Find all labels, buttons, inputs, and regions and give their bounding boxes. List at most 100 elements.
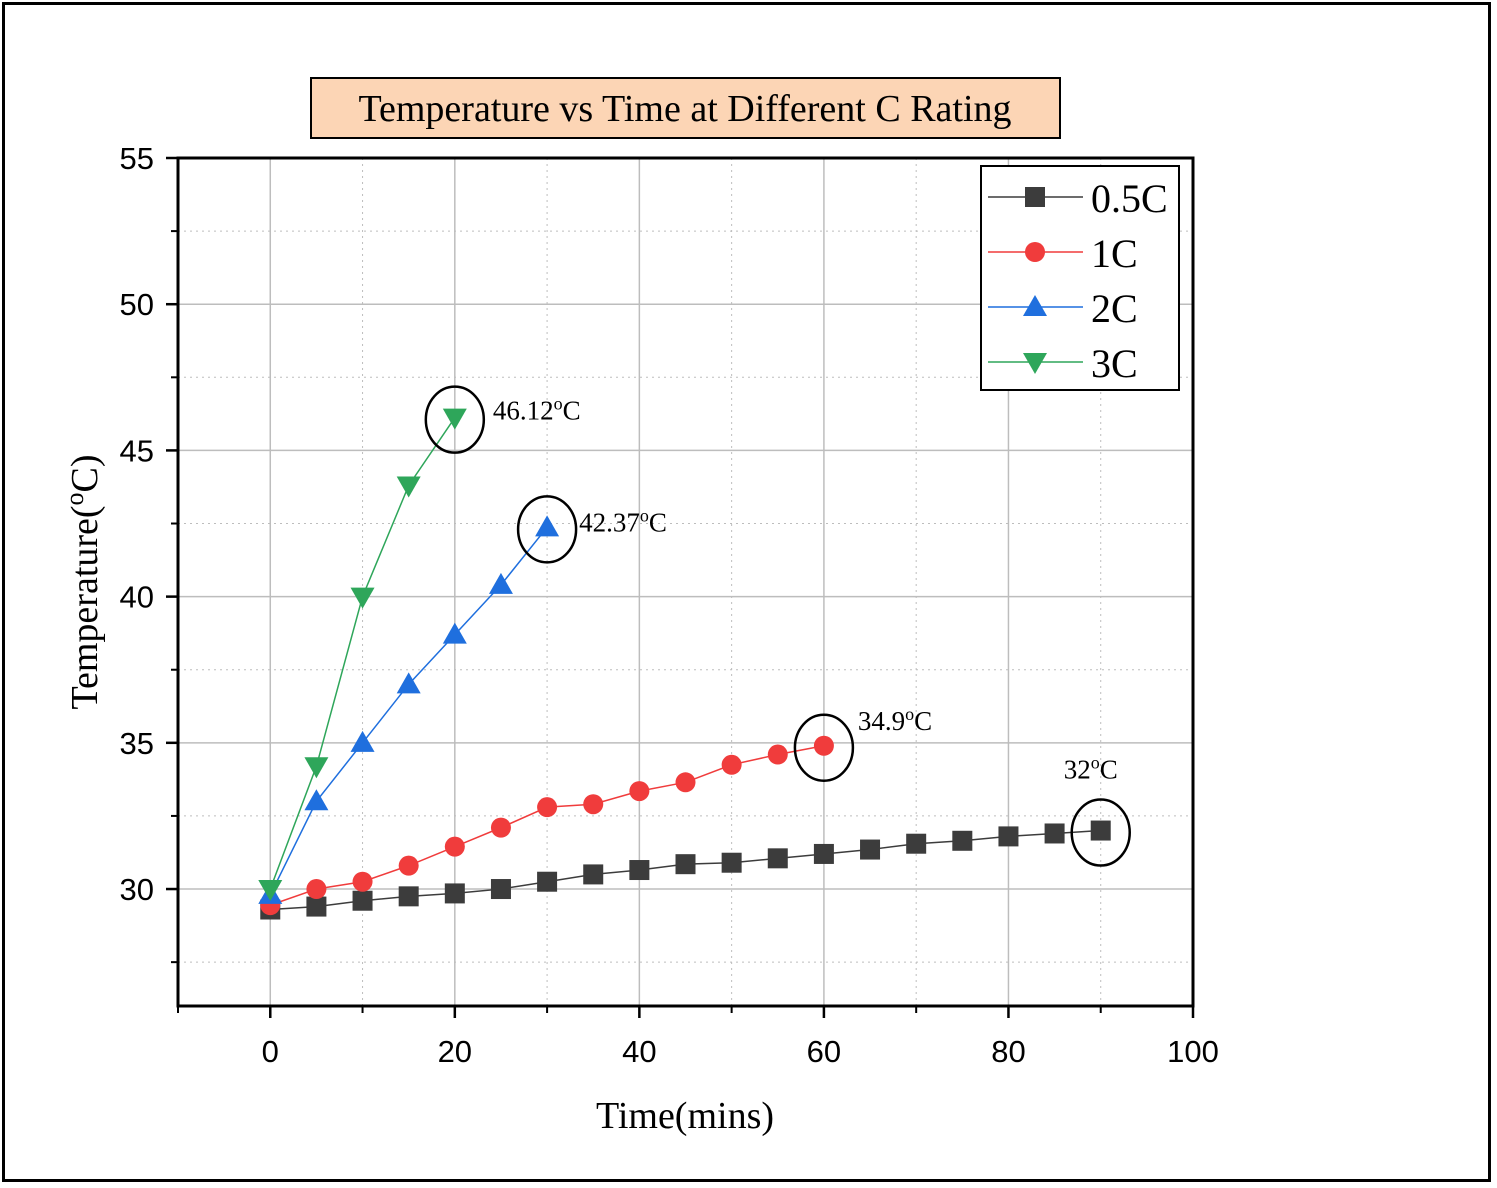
data-point-2c xyxy=(488,572,513,594)
annotation-label: 34.9oC xyxy=(858,704,932,736)
legend-label-1c: 1C xyxy=(1091,231,1138,276)
annotation-sup: o xyxy=(1091,753,1100,773)
x-tick-label: 60 xyxy=(807,1034,841,1069)
data-point-1c xyxy=(306,879,327,900)
annotation-label: 32oC xyxy=(1064,753,1118,785)
x-tick-label: 80 xyxy=(991,1034,1025,1069)
highlight-circle xyxy=(424,385,486,454)
data-point-0-5c xyxy=(998,826,1019,847)
data-point-0-5c xyxy=(352,890,373,911)
data-point-3c xyxy=(442,408,467,430)
legend-label-2c: 2C xyxy=(1091,286,1138,331)
data-point-1c xyxy=(583,794,604,815)
data-point-3c xyxy=(258,880,283,902)
data-point-0-5c xyxy=(537,871,558,892)
annotation-sup: o xyxy=(905,704,914,724)
series-0-5c xyxy=(260,820,1111,920)
annotation-value: 42.37 xyxy=(579,507,640,537)
data-point-1c xyxy=(767,744,788,765)
y-axis-label-sup: o xyxy=(60,492,89,505)
data-point-1c xyxy=(444,836,465,857)
legend-marker-2c xyxy=(1023,295,1047,316)
annotation-unit: C xyxy=(914,706,932,736)
x-tick-label: 20 xyxy=(438,1034,472,1069)
y-axis-label: Temperature(oC) xyxy=(60,454,106,709)
y-tick-label: 55 xyxy=(120,141,154,176)
data-point-0-5c xyxy=(675,854,696,875)
axes-layer: 0 20 40 60 80 100 30 35 40 45 50 55 xyxy=(120,141,1219,1069)
series-3c xyxy=(258,408,467,902)
data-point-1c xyxy=(398,855,419,876)
legend: 0.5C 1C 2C 3C xyxy=(980,165,1180,391)
annotation-unit: C xyxy=(649,507,667,537)
annotation-unit: C xyxy=(563,396,581,426)
plot-area-border xyxy=(176,156,1195,1008)
data-point-0-5c xyxy=(583,864,604,885)
data-point-2c xyxy=(535,515,560,537)
data-point-3c xyxy=(396,476,421,498)
annotation-sup: o xyxy=(554,394,563,414)
annotation-value: 32 xyxy=(1064,755,1091,785)
data-point-3c xyxy=(304,757,329,779)
y-tick-label: 35 xyxy=(120,726,154,761)
data-point-0-5c xyxy=(1090,820,1111,841)
annotation-value: 34.9 xyxy=(858,706,905,736)
series-2c xyxy=(258,515,560,904)
data-point-1c xyxy=(352,871,373,892)
data-point-1c xyxy=(721,754,742,775)
chart-title-background xyxy=(310,77,1061,139)
data-point-0-5c xyxy=(398,886,419,907)
data-point-0-5c xyxy=(1044,823,1065,844)
data-point-0-5c xyxy=(952,830,973,851)
data-point-0-5c xyxy=(813,843,834,864)
data-point-0-5c xyxy=(306,896,327,917)
data-point-0-5c xyxy=(767,848,788,869)
y-tick-label: 45 xyxy=(120,433,154,468)
x-tick-label: 100 xyxy=(1167,1034,1219,1069)
y-tick-label: 30 xyxy=(120,872,154,907)
data-point-0-5c xyxy=(629,860,650,881)
y-axis-label-main: Temperature( xyxy=(64,505,106,709)
data-point-1c xyxy=(490,817,511,838)
data-point-2c xyxy=(304,789,329,811)
legend-label-3c: 3C xyxy=(1091,341,1138,386)
annotation-value: 46.12 xyxy=(493,396,554,426)
data-point-0-5c xyxy=(490,879,511,900)
x-tick-label: 40 xyxy=(622,1034,656,1069)
data-point-2c xyxy=(442,622,467,644)
chart-title: Temperature vs Time at Different C Ratin… xyxy=(358,88,1011,130)
data-point-0-5c xyxy=(906,833,927,854)
legend-marker-0-5c xyxy=(1025,187,1045,207)
annotation-label: 42.37oC xyxy=(579,505,667,537)
y-tick-label: 40 xyxy=(120,580,154,615)
legend-box xyxy=(980,165,1180,391)
annotation-sup: o xyxy=(640,505,649,525)
data-point-0-5c xyxy=(444,883,465,904)
data-point-2c xyxy=(396,672,421,694)
series-1c xyxy=(260,735,834,916)
y-tick-label: 50 xyxy=(120,287,154,322)
highlight-circle xyxy=(1070,798,1131,867)
data-point-1c xyxy=(813,735,834,756)
legend-marker-1c xyxy=(1025,242,1045,262)
data-point-0-5c xyxy=(860,839,881,860)
legend-label-0-5c: 0.5C xyxy=(1091,176,1168,221)
annotation-unit: C xyxy=(1100,755,1118,785)
data-point-1c xyxy=(675,772,696,793)
series-layer xyxy=(258,408,1111,920)
highlight-circle xyxy=(516,495,578,564)
annotation-label: 46.12oC xyxy=(493,394,581,426)
highlight-circle xyxy=(793,713,855,783)
data-point-3c xyxy=(350,587,375,609)
data-point-1c xyxy=(629,781,650,802)
chart-title-box: Temperature vs Time at Different C Ratin… xyxy=(310,77,1061,139)
x-tick-label: 0 xyxy=(262,1034,279,1069)
y-axis-label-tail: C) xyxy=(64,454,106,492)
x-axis-label: Time(mins) xyxy=(596,1095,774,1137)
data-point-2c xyxy=(350,730,375,752)
data-point-0-5c xyxy=(721,852,742,873)
data-point-1c xyxy=(537,797,558,818)
